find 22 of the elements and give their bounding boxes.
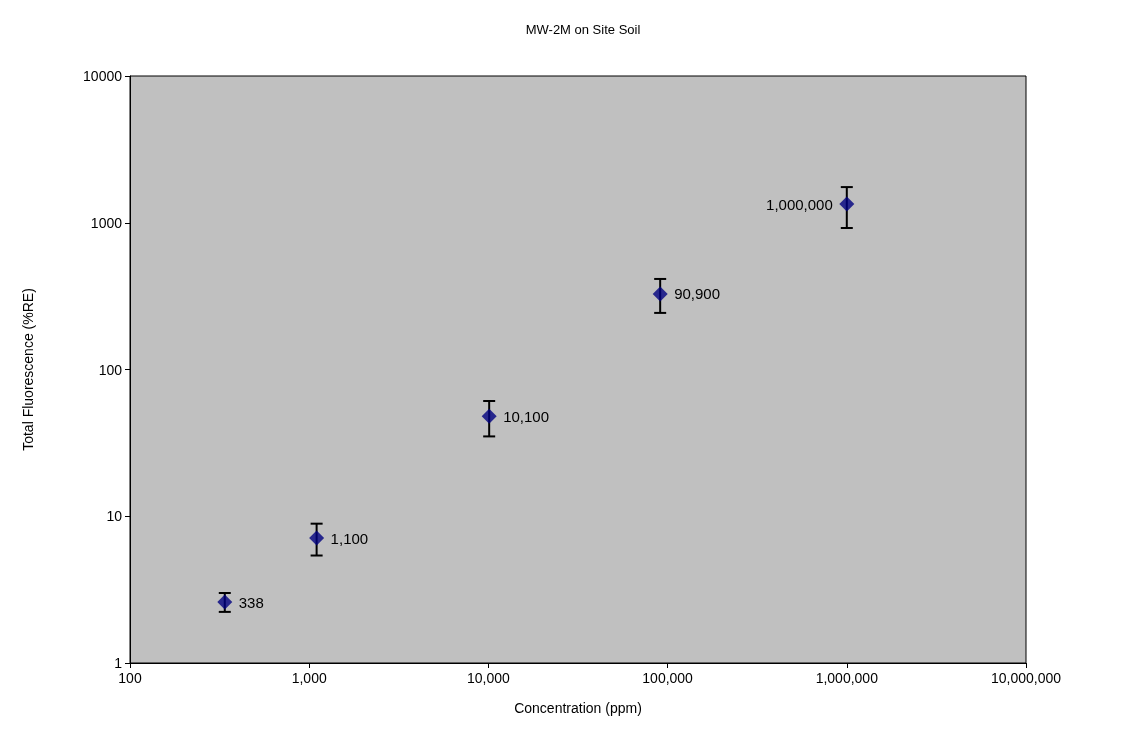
x-tick-label: 1,000,000 <box>815 670 879 686</box>
x-tick-label: 100,000 <box>642 670 694 686</box>
x-tick-label: 10,000,000 <box>990 670 1062 686</box>
y-tick-label: 1000 <box>90 214 123 231</box>
x-tick-label: 1,000 <box>291 670 327 686</box>
annotation: 10,100 <box>503 407 550 425</box>
point <box>481 408 497 424</box>
chart-title: MW-2M on Site Soil <box>525 22 641 37</box>
x-axis-title: Concentration (ppm) <box>514 700 642 716</box>
annotation: 338 <box>238 593 264 611</box>
y-axis-title: Total Fluorescence (%RE) <box>20 288 36 451</box>
point <box>652 286 668 302</box>
y-tick-label: 10000 <box>83 68 123 84</box>
x-tick-label: 10,000 <box>466 670 511 686</box>
y-tick-label: 1 <box>114 655 123 671</box>
y-tick-label: 10 <box>106 508 123 525</box>
annotation: 1,000,000 <box>766 195 833 213</box>
annotation: 90,900 <box>674 285 721 303</box>
annotation: 1,100 <box>330 529 369 547</box>
y-tick-label: 100 <box>98 361 123 378</box>
point <box>309 530 325 546</box>
x-tick-label: 100 <box>118 670 142 686</box>
